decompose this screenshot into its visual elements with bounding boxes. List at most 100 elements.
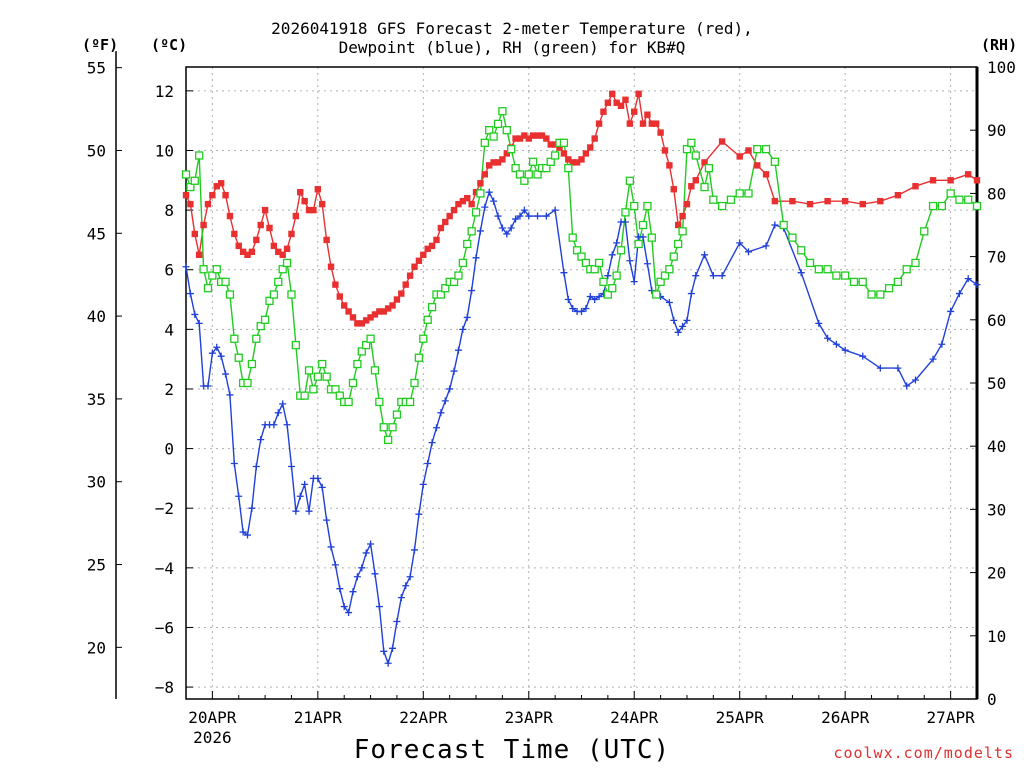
dewpoint-point: [358, 564, 366, 572]
rh-point: [507, 145, 516, 154]
rh-point: [225, 290, 235, 299]
rh-point: [388, 423, 397, 432]
rh-point: [458, 258, 468, 268]
temperature-point: [666, 162, 673, 169]
celsius-tick-label: 8: [164, 201, 174, 220]
temperature-point: [297, 189, 304, 196]
fahrenheit-tick-label: 50: [87, 141, 106, 160]
temperature-point: [371, 311, 379, 318]
temperature-point: [701, 159, 708, 166]
temperature-point: [319, 200, 326, 208]
dewpoint-point: [503, 230, 511, 238]
temperature-point: [279, 251, 286, 259]
x-tick-label: 26APR: [821, 708, 870, 727]
dewpoint-point: [454, 346, 462, 354]
rh-point: [678, 227, 687, 236]
temperature-point: [420, 251, 427, 259]
dewpoint-point: [964, 275, 972, 283]
temperature-point: [477, 180, 484, 187]
rh-point: [199, 265, 208, 274]
dewpoint-point: [582, 304, 590, 312]
rh-point: [911, 258, 920, 268]
temperature-point: [894, 191, 902, 199]
dewpoint-point: [274, 409, 282, 417]
temperature-point: [534, 132, 541, 139]
temperature-point: [591, 135, 598, 142]
temperature-point: [217, 180, 225, 187]
rh-point: [616, 246, 626, 255]
temperature-point: [292, 212, 300, 220]
temperature-point: [670, 186, 677, 193]
temperature-point: [538, 132, 546, 139]
dewpoint-point: [287, 462, 295, 470]
dewpoint-point: [384, 659, 392, 667]
dewpoint-point: [938, 340, 946, 348]
rh-point: [485, 126, 494, 135]
temperature-point: [266, 224, 273, 232]
rh-point: [542, 163, 551, 173]
rh-point: [247, 359, 257, 369]
dewpoint-point: [613, 239, 621, 247]
rh-point: [322, 372, 331, 381]
temperature-point: [415, 257, 423, 264]
dewpoint-point: [318, 483, 326, 491]
temperature-point: [578, 156, 585, 163]
dewpoint-point: [621, 218, 629, 226]
chart-markers: [181, 90, 982, 667]
dewpoint-point: [292, 507, 300, 515]
rh-point: [243, 378, 252, 388]
rh-point: [423, 315, 432, 324]
rh-point: [318, 359, 327, 369]
rh-point: [643, 201, 652, 211]
rh-point: [449, 277, 459, 287]
celsius-tick-label: −4: [155, 559, 174, 578]
temperature-point: [349, 314, 357, 321]
dewpoint-point: [797, 269, 805, 277]
rh-point: [300, 391, 309, 400]
dewpoint-point: [428, 439, 436, 447]
temperature-point: [600, 108, 607, 115]
temperature-point: [692, 177, 699, 184]
dewpoint-point: [406, 573, 414, 581]
fahrenheit-tick-label: 40: [87, 307, 106, 326]
rh-tick-label: 0: [987, 690, 997, 709]
temperature-point: [195, 251, 203, 259]
temperature-point: [433, 236, 440, 244]
rh-point: [252, 334, 261, 343]
rh-point: [920, 227, 929, 236]
rh-tick-label: 70: [987, 248, 1006, 267]
temperature-point: [560, 150, 568, 157]
temperature-point: [841, 197, 849, 205]
temperature-point: [362, 317, 370, 324]
rh-point: [656, 277, 665, 287]
rh-point: [546, 157, 555, 166]
temperature-point: [406, 272, 414, 279]
celsius-tick-label: 12: [155, 82, 174, 101]
temperature-point: [226, 212, 234, 220]
temperature-point: [543, 135, 550, 142]
rh-point: [511, 163, 520, 173]
rh-point: [221, 277, 230, 287]
credit-link[interactable]: coolwx.com/modelts: [833, 744, 1014, 762]
rh-point: [700, 182, 709, 192]
rh-point: [335, 391, 344, 400]
temperature-point: [455, 200, 462, 208]
dewpoint-point: [859, 352, 867, 360]
rh-point: [410, 378, 419, 388]
rh-tick-label: 20: [987, 564, 1006, 583]
temperature-point: [604, 99, 612, 106]
rh-point: [577, 252, 586, 261]
dewpoint-point: [248, 504, 256, 512]
dewpoint-point: [375, 603, 383, 611]
rh-point: [181, 170, 191, 179]
temperature-point: [688, 183, 695, 190]
dewpoint-point: [771, 221, 779, 229]
temperature-point: [529, 132, 537, 139]
rh-point: [265, 296, 274, 305]
x-tick-label: 27APR: [927, 708, 976, 727]
rh-point: [612, 271, 621, 280]
temperature-point: [626, 120, 634, 127]
rh-point: [876, 290, 885, 299]
temperature-point: [929, 177, 937, 184]
temperature-point: [613, 99, 620, 106]
